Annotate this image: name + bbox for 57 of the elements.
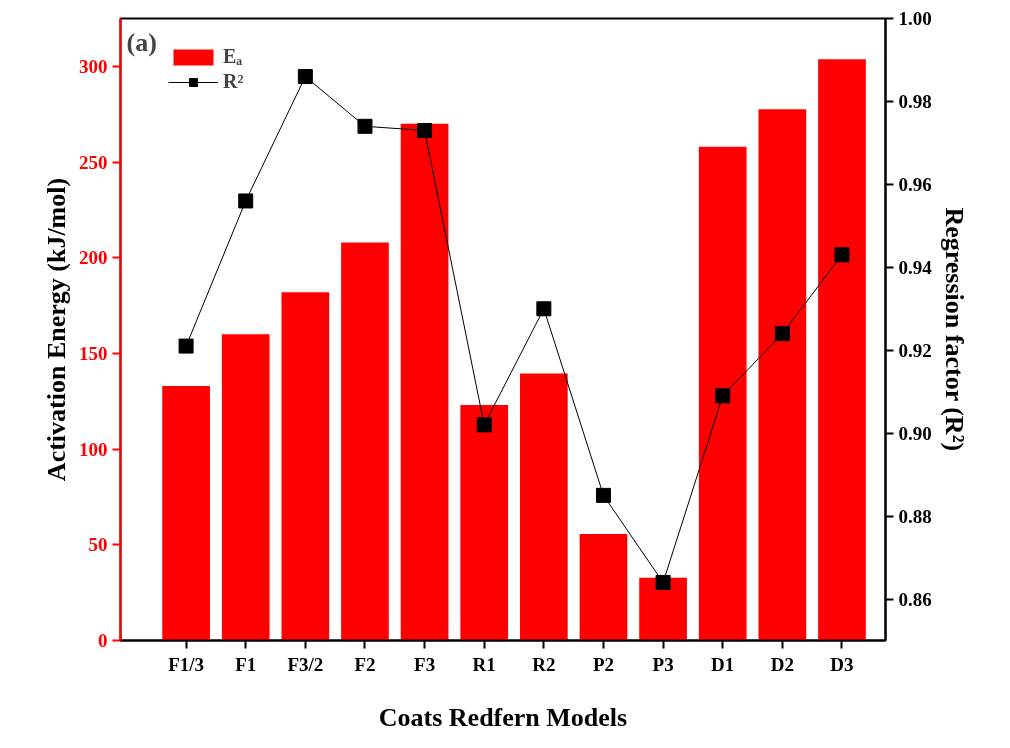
bar (162, 385, 210, 641)
x-tick-label: F1/3 (168, 653, 205, 675)
x-tick-label: D1 (711, 653, 735, 675)
point (417, 122, 433, 138)
point (655, 574, 671, 590)
legend-label: Eₐ (223, 45, 243, 68)
point (536, 301, 552, 317)
x-tick-label: R1 (472, 653, 496, 675)
point (774, 326, 790, 342)
legend-label: R² (223, 70, 244, 93)
x-tick-label: F2 (354, 653, 376, 675)
y2-tick-label: 0.88 (898, 505, 932, 527)
y-tick-label: 300 (79, 55, 108, 77)
y2-tick-label: 0.86 (898, 588, 932, 610)
x-tick-label: R2 (532, 653, 556, 675)
y2-tick-label: 0.96 (898, 173, 932, 195)
bar (460, 405, 509, 641)
x-tick-label: F3 (414, 653, 436, 675)
y-tick-label: 250 (79, 151, 108, 173)
bar (341, 242, 389, 641)
x-tick-label: D2 (770, 653, 794, 675)
bar (519, 373, 568, 641)
y-tick-label: 150 (79, 342, 108, 364)
point (357, 118, 373, 134)
y2-tick-label: 0.94 (898, 256, 933, 278)
y2-axis-title: Regression factor (R²) (939, 207, 969, 452)
bar (400, 123, 449, 641)
y2-tick-label: 0.90 (898, 422, 932, 444)
point (834, 247, 850, 263)
x-tick-label: F1 (235, 653, 257, 675)
point (715, 388, 731, 404)
point (178, 338, 194, 354)
x-axis-title: Coats Redfern Models (378, 702, 628, 732)
point (238, 193, 254, 209)
bar (698, 146, 747, 641)
bar (818, 59, 866, 641)
x-tick-label: P3 (652, 653, 674, 675)
bar (639, 577, 687, 641)
x-tick-label: F3/2 (287, 653, 324, 675)
y-tick-label: 100 (79, 438, 108, 460)
bar (221, 334, 270, 641)
point (595, 487, 611, 503)
annotation: (a) (126, 27, 157, 57)
y2-tick-label: 0.98 (898, 90, 932, 112)
y2-tick-label: 1.00 (898, 8, 932, 29)
bar (758, 109, 807, 641)
y2-tick-label: 0.92 (898, 339, 932, 361)
bar (579, 534, 628, 641)
point (297, 69, 313, 85)
point (476, 417, 492, 433)
y-tick-label: 0 (98, 630, 108, 651)
y-axis-title: Activation Energy (kJ/mol) (42, 177, 71, 482)
bar (281, 292, 330, 641)
x-tick-label: P2 (592, 653, 615, 675)
y-tick-label: 50 (88, 534, 108, 556)
x-tick-label: D3 (830, 653, 854, 675)
y-tick-label: 200 (79, 247, 108, 269)
